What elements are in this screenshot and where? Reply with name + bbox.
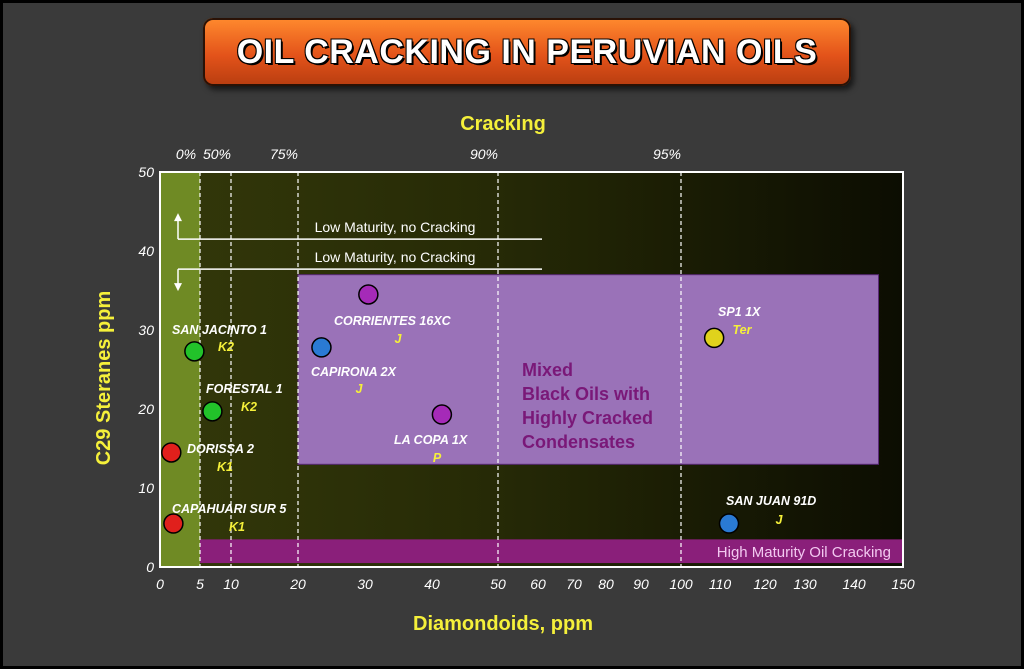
x-tick-label: 0 xyxy=(156,576,164,592)
y-tick-label: 50 xyxy=(138,164,154,180)
cracking-tick-label: 75% xyxy=(270,146,298,162)
low-maturity-region xyxy=(160,172,200,567)
point-label: CAPAHUARI SUR 5 xyxy=(172,502,287,516)
point-age-label: J xyxy=(776,513,784,527)
x-tick-label: 100 xyxy=(669,576,693,592)
x-tick-label: 40 xyxy=(424,576,440,592)
chart-title: OIL CRACKING IN PERUVIAN OILS xyxy=(236,32,818,71)
y-tick-label: 20 xyxy=(137,401,154,417)
data-point xyxy=(311,337,332,358)
point-label: CORRIENTES 16XC xyxy=(334,314,452,328)
x-tick-label: 20 xyxy=(289,576,306,592)
cracking-tick-label: 90% xyxy=(470,146,498,162)
y-tick-label: 40 xyxy=(138,243,154,259)
x-tick-label: 60 xyxy=(530,576,546,592)
x-tick-label: 5 xyxy=(196,576,204,592)
plot-border xyxy=(159,171,904,568)
point-label: DORISSA 2 xyxy=(187,442,254,456)
annotation-label: Low Maturity, no Cracking xyxy=(315,219,476,235)
data-point xyxy=(202,401,223,422)
high-maturity-label: High Maturity Oil Cracking xyxy=(717,544,891,561)
y-tick-label: 0 xyxy=(146,559,154,575)
x-tick-label: 30 xyxy=(357,576,373,592)
point-age-label: K1 xyxy=(217,460,233,474)
mixed-region-label: Mixed xyxy=(522,360,573,380)
point-label: CAPIRONA 2X xyxy=(311,365,397,379)
y-tick-label: 10 xyxy=(138,480,154,496)
point-label: SAN JUAN 91D xyxy=(726,494,816,508)
x-tick-label: 90 xyxy=(633,576,649,592)
annotation-label: Low Maturity, no Cracking xyxy=(315,249,476,265)
cracking-tick-label: 50% xyxy=(203,146,231,162)
point-label: LA COPA 1X xyxy=(394,433,468,447)
data-point xyxy=(718,513,740,534)
data-point xyxy=(161,442,182,463)
data-point xyxy=(163,513,184,534)
mixed-region-label: Black Oils with xyxy=(522,384,650,404)
point-label: FORESTAL 1 xyxy=(206,382,283,396)
data-point xyxy=(358,284,379,305)
mixed-region xyxy=(297,274,879,465)
point-age-label: K1 xyxy=(229,520,245,534)
point-age-label: J xyxy=(356,382,364,396)
x-tick-label: 70 xyxy=(566,576,582,592)
point-age-label: K2 xyxy=(218,340,234,354)
cracking-tick-label: 95% xyxy=(653,146,681,162)
mixed-region-label: Highly Cracked xyxy=(522,408,653,428)
x-axis-label: Diamondoids, ppm xyxy=(413,613,593,635)
cracking-tick-label: 0% xyxy=(176,146,196,162)
x-tick-label: 130 xyxy=(793,576,817,592)
point-label: SAN JACINTO 1 xyxy=(172,323,267,337)
x-tick-label: 140 xyxy=(842,576,866,592)
point-label: SP1 1X xyxy=(718,305,761,319)
y-tick-label: 30 xyxy=(138,322,154,338)
data-point xyxy=(184,341,205,362)
x-tick-label: 110 xyxy=(709,576,732,592)
point-age-label: Ter xyxy=(733,323,753,337)
data-point xyxy=(703,327,725,349)
x-tick-label: 120 xyxy=(753,576,777,592)
arrow-up-icon xyxy=(174,213,182,222)
data-point xyxy=(431,404,453,425)
x-tick-label: 10 xyxy=(223,576,239,592)
point-age-label: P xyxy=(433,451,442,465)
x-tick-label: 150 xyxy=(891,576,915,592)
title-banner: OIL CRACKING IN PERUVIAN OILS xyxy=(203,18,851,86)
point-age-label: J xyxy=(395,332,403,346)
mixed-region-label: Condensates xyxy=(522,432,635,452)
high-maturity-region xyxy=(200,539,903,564)
y-axis-label: C29 Steranes ppm xyxy=(93,291,115,466)
point-age-label: K2 xyxy=(241,400,257,414)
arrow-down-icon xyxy=(174,283,182,292)
top-axis-label: Cracking xyxy=(460,113,546,135)
x-tick-label: 80 xyxy=(598,576,614,592)
x-tick-label: 50 xyxy=(490,576,506,592)
